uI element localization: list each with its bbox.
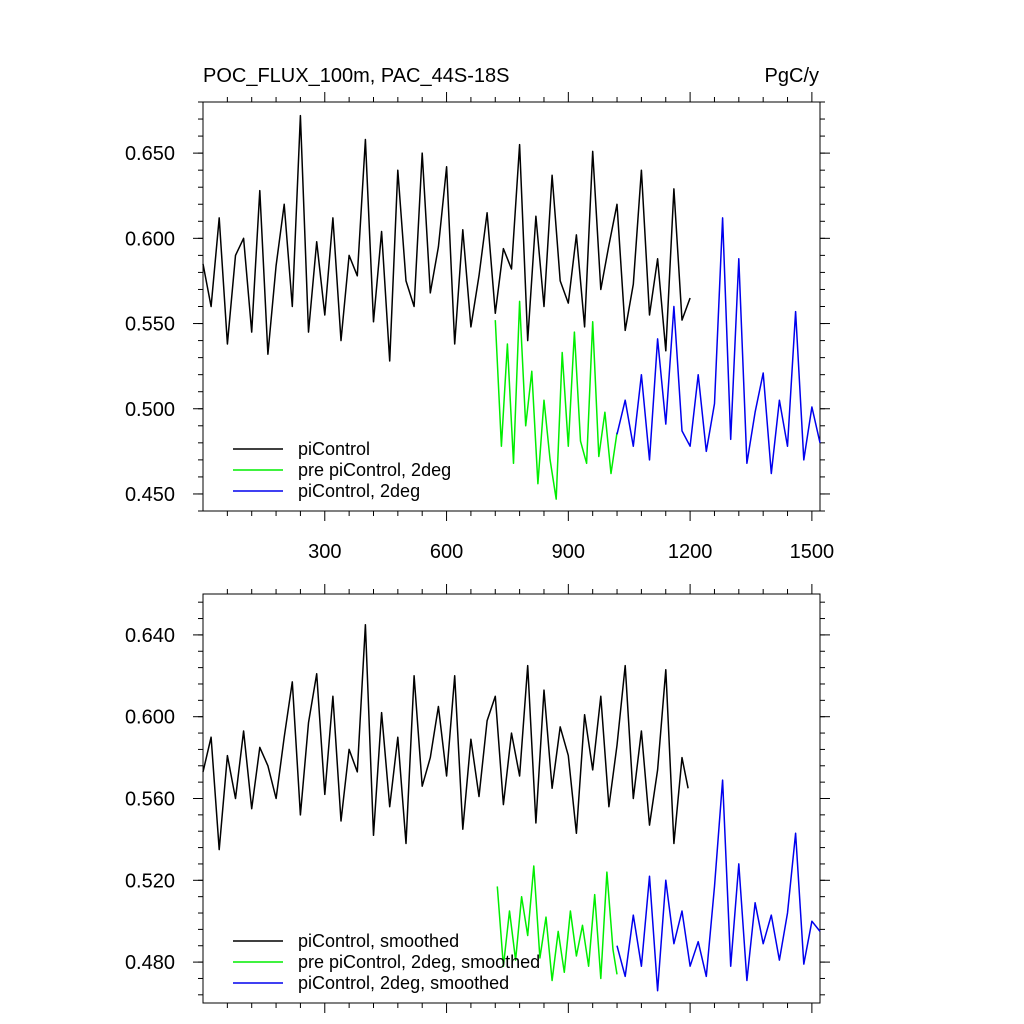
bottom-legend: piControl, smoothed pre piControl, 2deg,… — [233, 931, 540, 993]
bottom-axis-ticks: 0.480 0.520 0.560 0.600 0.640 — [125, 584, 830, 1013]
legend-label-pre-picontrol-2deg-smoothed: pre piControl, 2deg, smoothed — [298, 952, 540, 972]
ytick-label: 0.560 — [125, 789, 175, 811]
legend-label-picontrol-2deg-smoothed: piControl, 2deg, smoothed — [298, 973, 509, 993]
xtick-label: 1500 — [790, 541, 835, 563]
xtick-label: 1200 — [668, 541, 713, 563]
top-plot-frame — [202, 101, 821, 512]
ytick-label: 0.600 — [125, 228, 175, 250]
ytick-label: 0.450 — [125, 484, 175, 506]
ytick-label: 0.600 — [125, 707, 175, 729]
bottom-series-line-0 — [202, 623, 689, 851]
xtick-label: 300 — [308, 541, 341, 563]
top-series-line-0 — [202, 114, 691, 362]
top-series-group — [202, 114, 821, 500]
legend-label-picontrol-2deg: piControl, 2deg — [298, 481, 420, 501]
ytick-label: 0.650 — [125, 143, 175, 165]
bottom-series-line-1 — [496, 865, 618, 982]
legend-label-picontrol: piControl — [298, 439, 370, 459]
xtick-label: 900 — [552, 541, 585, 563]
bottom-panel: 0.480 0.520 0.560 0.600 0.640 piControl, smo… — [125, 584, 830, 1013]
bottom-series-group — [202, 623, 821, 992]
ytick-label: 0.480 — [125, 952, 175, 974]
ytick-label: 0.640 — [125, 625, 175, 647]
ytick-label: 0.550 — [125, 314, 175, 336]
legend-label-pre-picontrol-2deg: pre piControl, 2deg — [298, 460, 451, 480]
top-legend: piControl pre piControl, 2deg piControl,… — [233, 439, 451, 501]
chart-title: POC_FLUX_100m, PAC_44S-18S — [203, 65, 509, 87]
ytick-label: 0.500 — [125, 399, 175, 421]
units-label: PgC/y — [765, 65, 819, 87]
legend-label-picontrol-smoothed: piControl, smoothed — [298, 931, 459, 951]
top-series-line-2 — [616, 217, 821, 475]
top-series-line-1 — [494, 300, 618, 500]
top-axis-ticks: 0.450 0.500 0.550 0.600 0.650 300 600 900 1200 15… — [125, 92, 834, 563]
xtick-label: 600 — [430, 541, 463, 563]
bottom-plot-frame — [202, 593, 821, 1004]
bottom-series-line-2 — [616, 779, 821, 992]
ytick-label: 0.520 — [125, 870, 175, 892]
top-panel: 0.450 0.500 0.550 0.600 0.650 300 600 900 1200 15… — [125, 92, 834, 563]
